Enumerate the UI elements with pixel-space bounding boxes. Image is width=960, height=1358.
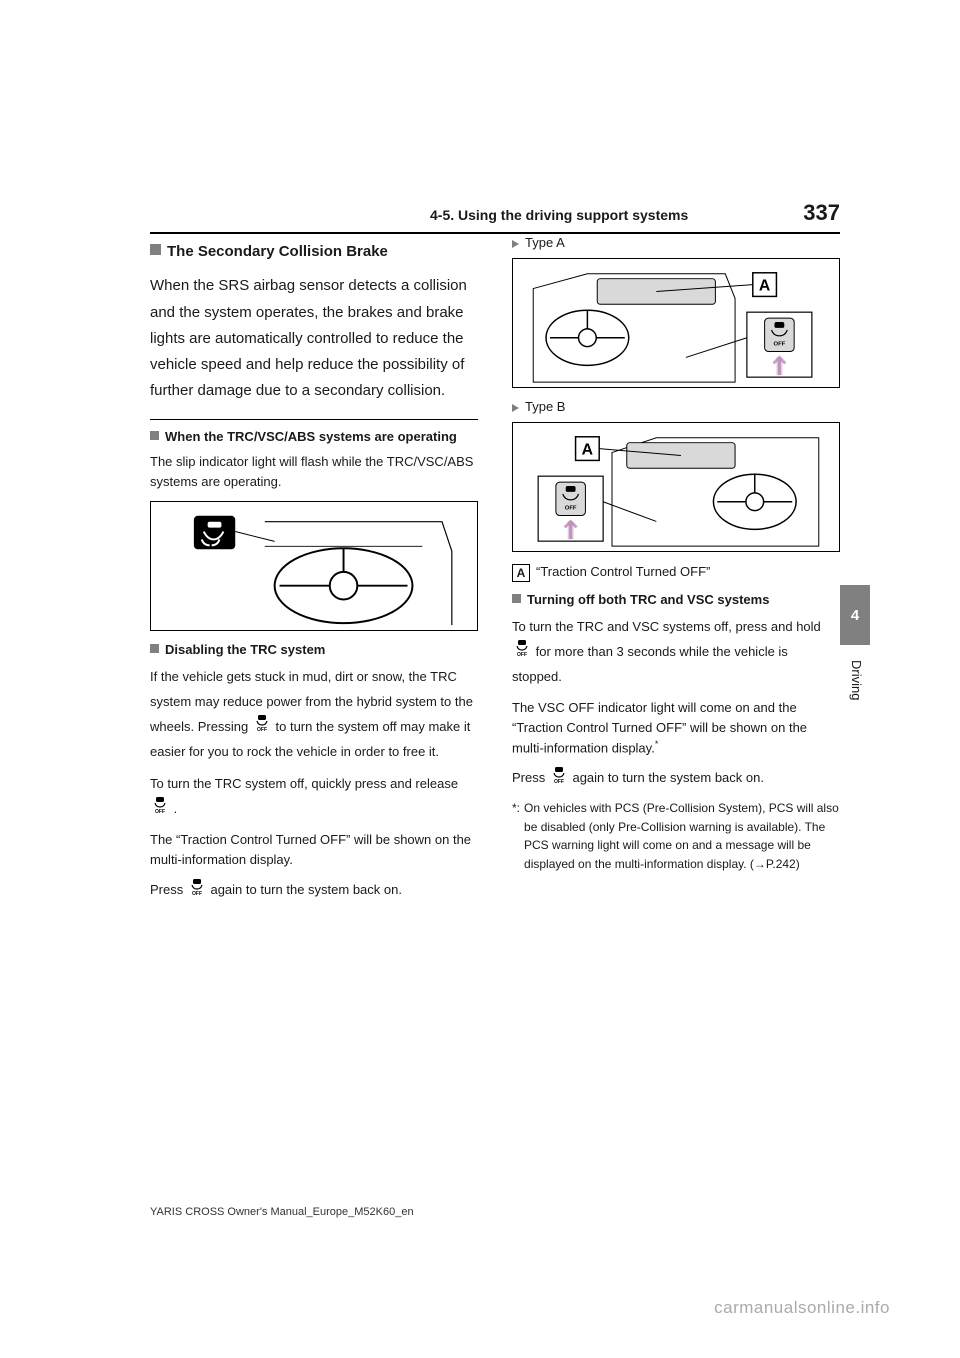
subheading-trc-operating: When the TRC/VSC/ABS systems are operati… xyxy=(150,428,478,447)
heading-secondary-collision: The Secondary Collision Brake xyxy=(150,240,478,263)
text-part: . xyxy=(174,801,178,816)
footnote-pcs: *: On vehicles with PCS (Pre-Collision S… xyxy=(512,799,840,873)
text-part: Press xyxy=(512,770,549,785)
label-box-a: A xyxy=(512,564,530,582)
chapter-tab: 4 xyxy=(840,585,870,645)
subheading-text: Disabling the TRC system xyxy=(165,641,325,660)
svg-text:A: A xyxy=(759,278,770,295)
triangle-bullet-icon xyxy=(512,240,519,248)
page-number: 337 xyxy=(803,200,840,226)
square-bullet-small-icon xyxy=(150,431,159,440)
dashboard-type-a-illustration: A OFF xyxy=(513,259,839,387)
figure-type-a: A OFF xyxy=(512,258,840,388)
type-label-text: Type A xyxy=(525,234,565,252)
type-label-text: Type B xyxy=(525,398,565,416)
footnote-text: On vehicles with PCS (Pre-Collision Syst… xyxy=(524,799,840,873)
svg-text:A: A xyxy=(582,442,593,459)
paragraph-hold-3sec: To turn the TRC and VSC systems off, pre… xyxy=(512,615,840,689)
dashboard-illustration xyxy=(151,502,477,630)
text-part: again to turn the system back on. xyxy=(210,882,402,897)
paragraph-turnoff: To turn the TRC system off, quickly pres… xyxy=(150,772,478,822)
svg-text:OFF: OFF xyxy=(155,809,165,813)
subheading-text: When the TRC/VSC/ABS systems are operati… xyxy=(165,428,457,447)
caption-traction-off: A “Traction Control Turned OFF” xyxy=(512,562,840,582)
paragraph-press-again-right: Press OFF again to turn the system back … xyxy=(512,766,840,791)
text-part: To turn the TRC and VSC systems off, pre… xyxy=(512,619,821,634)
text-part: Press xyxy=(150,882,187,897)
text-part: To turn the TRC system off, quickly pres… xyxy=(150,776,458,791)
watermark: carmanualsonline.info xyxy=(714,1298,890,1318)
svg-text:OFF: OFF xyxy=(192,891,202,895)
vsc-off-icon: OFF xyxy=(551,767,567,792)
figure-slip-indicator xyxy=(150,501,478,631)
paragraph-message: The “Traction Control Turned OFF” will b… xyxy=(150,830,478,870)
square-bullet-small-icon xyxy=(512,594,521,603)
svg-text:OFF: OFF xyxy=(517,652,527,656)
type-b-label: Type B xyxy=(512,398,840,416)
svg-text:OFF: OFF xyxy=(554,779,564,783)
section-title: 4-5. Using the driving support systems xyxy=(150,207,688,223)
footnote-marker: *: xyxy=(512,799,520,873)
footer-manual-id: YARIS CROSS Owner's Manual_Europe_M52K60… xyxy=(150,1206,414,1218)
subheading-disable-trc: Disabling the TRC system xyxy=(150,641,478,660)
triangle-bullet-icon xyxy=(512,404,519,412)
footnote-marker-sup: * xyxy=(655,739,659,749)
paragraph-press-again: Press OFF again to turn the system back … xyxy=(150,878,478,903)
svg-text:OFF: OFF xyxy=(257,727,267,731)
chapter-tab-number: 4 xyxy=(851,607,859,624)
text-part: again to turn the system back on. xyxy=(572,770,764,785)
figure-type-b: A OFF xyxy=(512,422,840,552)
right-column: Type A A xyxy=(512,234,840,911)
content-columns: The Secondary Collision Brake When the S… xyxy=(150,234,840,911)
left-column: The Secondary Collision Brake When the S… xyxy=(150,234,478,911)
svg-text:OFF: OFF xyxy=(565,506,577,512)
vsc-off-icon: OFF xyxy=(152,797,168,822)
divider-line xyxy=(150,419,478,420)
text-part: for more than 3 seconds while the vehicl… xyxy=(512,644,788,684)
subheading-turnoff-both: Turning off both TRC and VSC systems xyxy=(512,591,840,610)
svg-text:OFF: OFF xyxy=(773,342,785,348)
page-header: 4-5. Using the driving support systems 3… xyxy=(150,200,840,234)
vsc-off-icon: OFF xyxy=(514,640,530,665)
paragraph-vsc-off-indicator: The VSC OFF indicator light will come on… xyxy=(512,698,840,759)
heading-text: The Secondary Collision Brake xyxy=(167,240,388,263)
square-bullet-icon xyxy=(150,244,161,255)
paragraph-scb-desc: When the SRS airbag sensor detects a col… xyxy=(150,273,478,404)
paragraph-stuck: If the vehicle gets stuck in mud, dirt o… xyxy=(150,665,478,764)
vsc-off-icon: OFF xyxy=(189,879,205,904)
vsc-off-icon: OFF xyxy=(254,715,270,740)
text-part: The VSC OFF indicator light will come on… xyxy=(512,700,807,756)
subheading-text: Turning off both TRC and VSC systems xyxy=(527,591,769,610)
chapter-tab-label: Driving xyxy=(849,660,864,700)
paragraph-slip-indicator: The slip indicator light will flash whil… xyxy=(150,452,478,492)
type-a-label: Type A xyxy=(512,234,840,252)
square-bullet-small-icon xyxy=(150,644,159,653)
dashboard-type-b-illustration: A OFF xyxy=(513,423,839,551)
caption-text: “Traction Control Turned OFF” xyxy=(536,564,710,579)
